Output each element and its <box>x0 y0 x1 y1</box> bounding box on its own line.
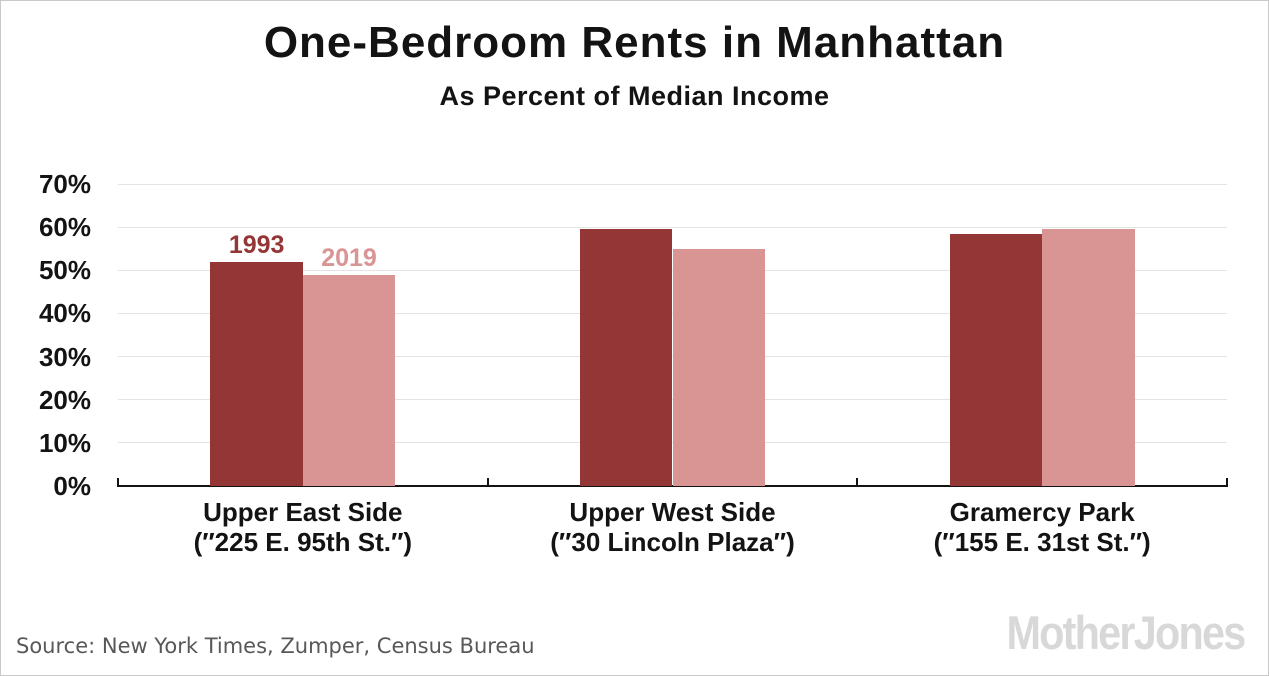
bar-2019-0 <box>302 274 396 486</box>
x-axis-tick <box>856 478 859 487</box>
y-axis-tick-label: 20% <box>38 384 91 415</box>
gridline-70% <box>118 183 1227 185</box>
bar-2019-2 <box>1042 229 1135 486</box>
x-axis-tick <box>1226 478 1228 487</box>
x-axis-tick <box>486 478 489 487</box>
bar-2019-1 <box>672 248 765 486</box>
x-axis-tick <box>117 478 119 487</box>
y-axis-tick-label: 0% <box>53 471 91 501</box>
source-attribution: Source: New York Times, Zumper, Census B… <box>16 634 535 658</box>
motherjones-logo: MotherJones <box>1005 606 1246 659</box>
y-axis-tick-label: 50% <box>38 255 91 286</box>
x-category-address: (″225 E. 95th St.″) <box>193 527 413 557</box>
y-axis-tick-label: 40% <box>38 298 91 329</box>
x-category-label: Upper West Side (″30 Lincoln Plaza″) <box>550 497 795 557</box>
chart-title: One-Bedroom Rents in Manhattan <box>263 18 1006 67</box>
bar-1993-1 <box>580 229 673 486</box>
series-label-2019: 2019 <box>321 243 377 272</box>
series-label-1993: 1993 <box>228 230 285 259</box>
x-category-name: Upper East Side <box>203 497 403 527</box>
x-category-label: Gramercy Park (″155 E. 31st St.″) <box>934 497 1151 557</box>
x-axis-line <box>118 485 1227 487</box>
x-category-address: (″30 Lincoln Plaza″) <box>550 527 795 557</box>
y-axis-tick-label: 10% <box>38 427 91 458</box>
x-category-name: Upper West Side <box>569 497 776 527</box>
y-axis-tick-label: 60% <box>38 212 91 243</box>
plot-area: 0% 10% 20% 30% 40% 50% 60% 70% 1993 2019 Upper Eas… <box>39 171 1228 557</box>
y-axis-tick-label: 30% <box>38 341 91 372</box>
bar-1993-2 <box>949 233 1043 486</box>
chart-subtitle: As Percent of Median Income <box>439 81 830 111</box>
y-axis-tick-label: 70% <box>38 169 91 199</box>
x-category-label: Upper East Side (″225 E. 95th St.″) <box>194 497 413 557</box>
x-category-address: (″155 E. 31st St.″) <box>933 527 1151 557</box>
x-category-name: Gramercy Park <box>949 497 1135 527</box>
gridline-60% <box>118 226 1227 228</box>
bar-1993-0 <box>210 261 303 486</box>
